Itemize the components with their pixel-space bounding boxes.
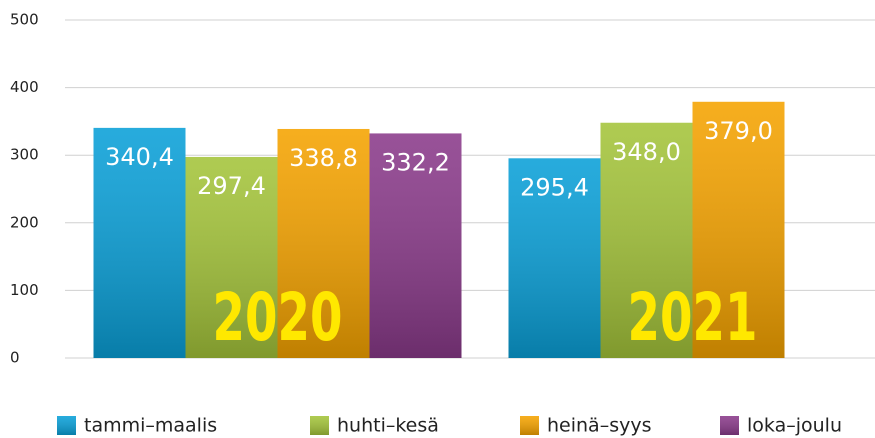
value-label: 348,0 bbox=[612, 138, 681, 166]
y-tick-label: 400 bbox=[10, 78, 39, 96]
legend-label: heinä–syys bbox=[547, 415, 651, 437]
legend-swatch-shade bbox=[720, 416, 739, 435]
bar-shade bbox=[93, 127, 186, 358]
bar-shade bbox=[185, 156, 278, 358]
y-tick-label: 200 bbox=[10, 213, 39, 231]
bar-shade bbox=[600, 122, 693, 358]
value-label: 297,4 bbox=[197, 172, 266, 200]
legend-label: tammi–maalis bbox=[84, 415, 217, 437]
y-tick-label: 300 bbox=[10, 146, 39, 164]
legend-swatch-shade bbox=[310, 416, 329, 435]
y-tick-label: 0 bbox=[10, 349, 20, 367]
legend-swatch-shade bbox=[57, 416, 76, 435]
value-label: 295,4 bbox=[520, 173, 589, 201]
bar-shade bbox=[277, 128, 370, 358]
value-label: 338,8 bbox=[289, 144, 358, 172]
value-label: 340,4 bbox=[105, 143, 174, 171]
bar-shade bbox=[692, 101, 785, 359]
legend-label: loka–joulu bbox=[747, 415, 842, 437]
y-tick-label: 500 bbox=[10, 11, 39, 29]
legend-label: huhti–kesä bbox=[337, 415, 439, 437]
category-label: 2021 bbox=[628, 279, 758, 356]
value-label: 379,0 bbox=[704, 117, 773, 145]
y-tick-label: 100 bbox=[10, 281, 39, 299]
bar-shade bbox=[369, 133, 462, 358]
legend-swatch-shade bbox=[520, 416, 539, 435]
bar-shade bbox=[508, 158, 601, 358]
value-label: 332,2 bbox=[381, 148, 450, 176]
category-label: 2020 bbox=[213, 279, 343, 356]
